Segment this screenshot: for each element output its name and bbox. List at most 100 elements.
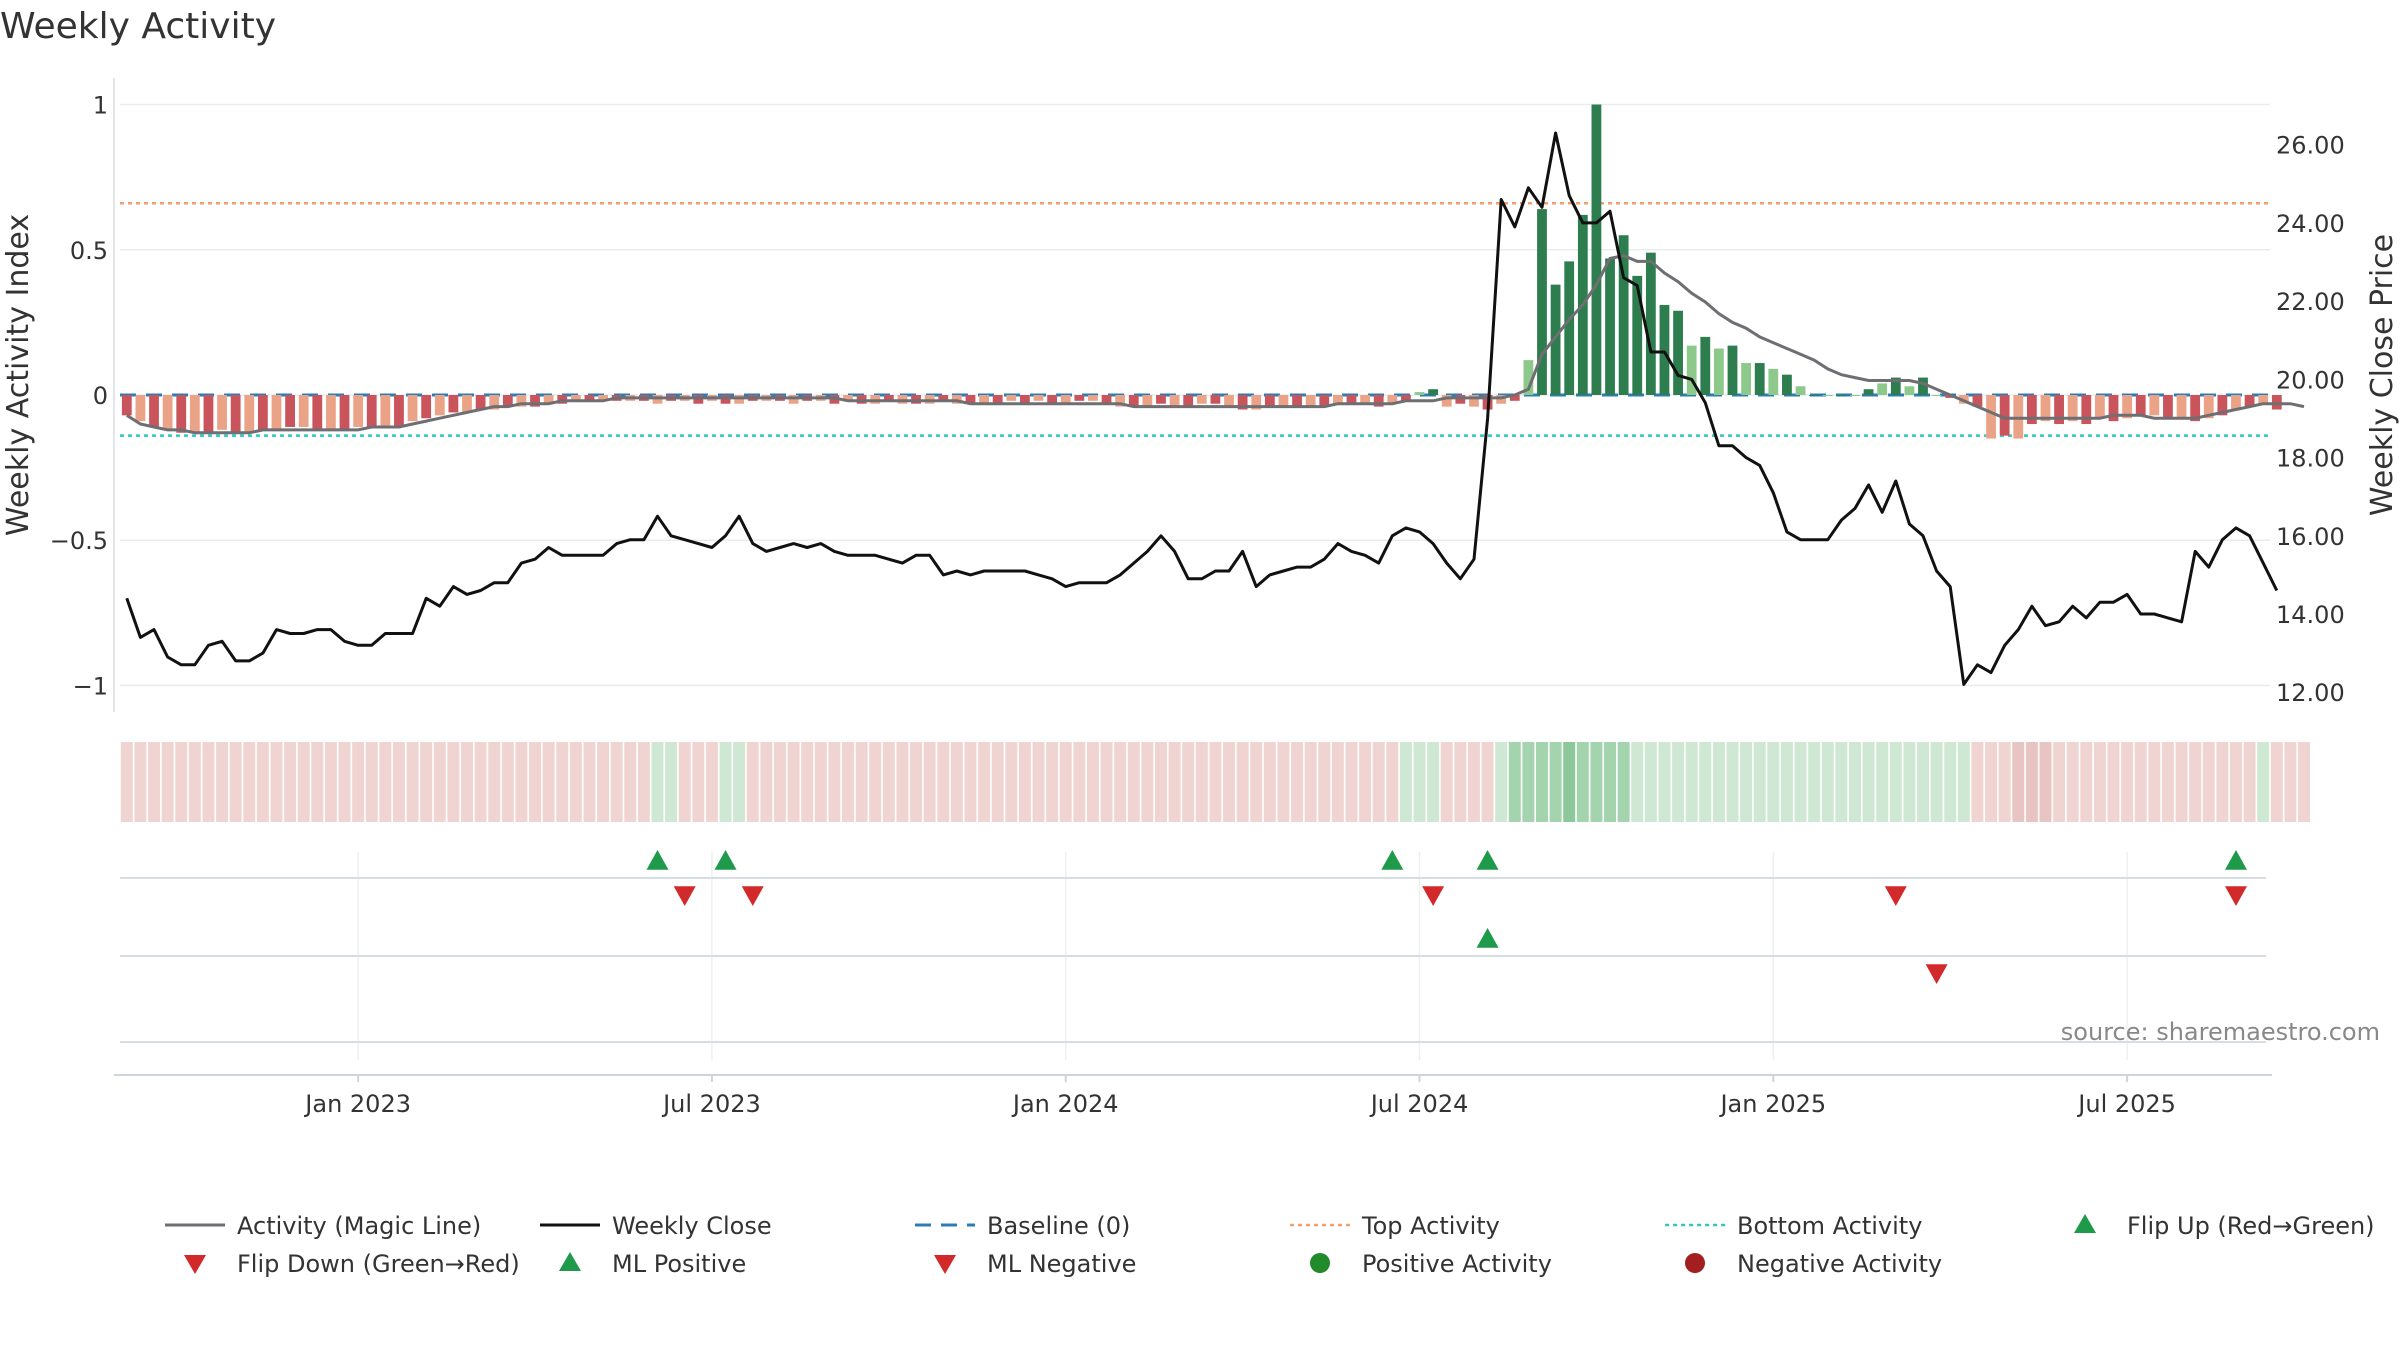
ribbon-cell bbox=[542, 742, 555, 822]
ribbon-cell bbox=[1985, 742, 1998, 822]
activity-bar bbox=[1033, 395, 1044, 401]
activity-bar bbox=[1659, 304, 1670, 395]
activity-bar bbox=[1278, 395, 1289, 407]
ribbon-cell bbox=[1359, 742, 1372, 822]
activity-bar bbox=[1618, 235, 1629, 395]
activity-bar bbox=[2176, 395, 2187, 419]
ribbon-cell bbox=[855, 742, 868, 822]
ribbon-cell bbox=[406, 742, 419, 822]
ribbon-cell bbox=[1209, 742, 1222, 822]
activity-bar bbox=[339, 395, 350, 430]
ribbon-cell bbox=[1862, 742, 1875, 822]
flip-up-marker bbox=[2224, 850, 2247, 870]
left-tick-label: −1 bbox=[73, 672, 108, 700]
ribbon-cell bbox=[1712, 742, 1725, 822]
ribbon-cell bbox=[705, 742, 718, 822]
activity-ribbon bbox=[120, 742, 2311, 822]
ribbon-cell bbox=[2107, 742, 2120, 822]
ribbon-cell bbox=[1536, 742, 1548, 822]
activity-bar bbox=[489, 395, 500, 410]
ribbon-cell bbox=[148, 742, 161, 822]
activity-bar bbox=[1210, 395, 1221, 404]
activity-bar bbox=[1795, 386, 1806, 395]
activity-bar bbox=[1645, 252, 1656, 395]
ribbon-cell bbox=[1889, 742, 1902, 822]
ribbon-cell bbox=[1331, 742, 1344, 822]
activity-bar bbox=[1332, 395, 1343, 404]
activity-bar bbox=[2054, 395, 2064, 425]
flip-down-marker bbox=[673, 886, 696, 906]
right-tick-label: 16.00 bbox=[2276, 523, 2345, 551]
activity-bar bbox=[1006, 395, 1017, 401]
ribbon-cell bbox=[1154, 742, 1167, 822]
ribbon-cell bbox=[1046, 742, 1059, 822]
activity-bar bbox=[271, 395, 282, 430]
ribbon-cell bbox=[1304, 742, 1317, 822]
legend-label: Flip Down (Green→Red) bbox=[237, 1250, 520, 1278]
activity-bar bbox=[353, 395, 364, 427]
magic-line bbox=[125, 254, 2305, 435]
activity-bar bbox=[149, 395, 159, 427]
activity-bar bbox=[1346, 395, 1357, 404]
ribbon-cell bbox=[447, 742, 460, 822]
ribbon-cell bbox=[1644, 742, 1657, 822]
ribbon-cell bbox=[1808, 742, 1821, 822]
ribbon-cell bbox=[1753, 742, 1766, 822]
ribbon-cell bbox=[569, 742, 582, 822]
activity-bar bbox=[2244, 395, 2255, 407]
reference-lines bbox=[120, 202, 2270, 437]
activity-bar bbox=[257, 395, 268, 430]
ribbon-cell bbox=[1672, 742, 1685, 822]
legend-label: ML Negative bbox=[987, 1250, 1136, 1278]
activity-bar bbox=[326, 395, 336, 430]
left-tick-label: 1 bbox=[93, 92, 108, 120]
activity-bar bbox=[1754, 363, 1765, 395]
activity-bar bbox=[1863, 389, 1874, 395]
activity-bar bbox=[1305, 395, 1316, 407]
ribbon-cell bbox=[746, 742, 759, 822]
activity-bar bbox=[516, 395, 527, 407]
ribbon-cell bbox=[733, 742, 746, 822]
ribbon-cell bbox=[2080, 742, 2093, 822]
activity-bar bbox=[1727, 345, 1738, 395]
ribbon-cell bbox=[1467, 742, 1480, 822]
ribbon-cell bbox=[1821, 742, 1834, 822]
right-axis-label: Weekly Close Price bbox=[2365, 234, 2400, 516]
ribbon-cell bbox=[2053, 742, 2066, 822]
legend-label: Baseline (0) bbox=[987, 1212, 1130, 1240]
ribbon-cell bbox=[515, 742, 528, 822]
ribbon-cell bbox=[1563, 742, 1576, 822]
activity-bar bbox=[1523, 360, 1534, 395]
activity-bar bbox=[1183, 395, 1194, 407]
ribbon-cell bbox=[1250, 742, 1263, 822]
activity-bar bbox=[1564, 261, 1575, 395]
activity-bar bbox=[883, 395, 894, 401]
activity-bar bbox=[1673, 310, 1683, 395]
ribbon-cell bbox=[1631, 742, 1644, 822]
activity-bar bbox=[1387, 395, 1398, 404]
ribbon-cell bbox=[2257, 742, 2270, 822]
ribbon-cell bbox=[814, 742, 827, 822]
legend-item-baseline: Baseline (0) bbox=[915, 1212, 1130, 1240]
ribbon-cell bbox=[2121, 742, 2134, 822]
activity-bar bbox=[1972, 395, 1983, 407]
activity-bar bbox=[843, 395, 853, 401]
flip-down-marker bbox=[2224, 886, 2247, 906]
x-tick-label: Jul 2023 bbox=[661, 1090, 761, 1118]
ribbon-cell bbox=[433, 742, 446, 822]
ribbon-cell bbox=[1604, 742, 1617, 822]
activity-bar bbox=[1768, 368, 1779, 395]
ribbon-cell bbox=[311, 742, 324, 822]
ribbon-cell bbox=[1780, 742, 1793, 822]
activity-bar bbox=[2231, 395, 2241, 410]
ribbon-cell bbox=[2025, 742, 2038, 822]
ribbon-cell bbox=[2243, 742, 2256, 822]
legend: Activity (Magic Line) Weekly Close Baselin… bbox=[165, 1212, 2375, 1278]
activity-bar bbox=[1142, 395, 1153, 407]
activity-bar bbox=[1319, 395, 1330, 407]
ribbon-cell bbox=[1236, 742, 1249, 822]
activity-bar bbox=[1264, 395, 1275, 407]
ribbon-cell bbox=[134, 742, 147, 822]
ribbon-cell bbox=[1617, 742, 1630, 822]
ribbon-cell bbox=[1848, 742, 1861, 822]
